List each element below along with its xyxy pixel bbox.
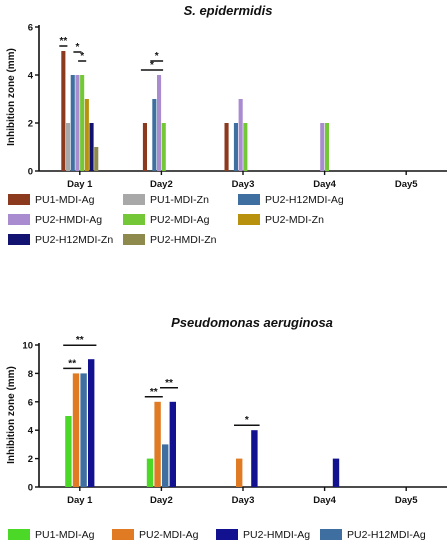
- chart-s-epidermidis: S. epidermidis Inhibition zone (mm) 0 2 4 6…: [6, 3, 447, 190]
- legend-swatch-pu1-mdi-ag: [8, 529, 30, 540]
- x-tick-label-day5: Day5: [395, 179, 418, 190]
- legend-label-pu2-h12mdi-zn: PU2-H12MDI-Zn: [35, 234, 113, 246]
- legend-label-pu2-mdi-ag: PU2-MDI-Ag: [150, 214, 210, 226]
- legend-swatch-pu1-mdi-ag: [8, 194, 30, 205]
- x-tick-label-day5: Day5: [395, 495, 418, 506]
- legend-label-pu1-mdi-zn: PU1-MDI-Zn: [150, 194, 209, 206]
- bar-pu2-hmdi-ag-day-1: [75, 75, 80, 171]
- bar-pu1-mdi-ag-day-1: [65, 416, 72, 487]
- y-axis-label: Inhibition zone (mm): [6, 48, 17, 146]
- x-tick-label-day-1: Day 1: [67, 495, 93, 506]
- y-tick-label: 2: [28, 119, 33, 130]
- bar-pu2-h12mdi-ag-day2: [152, 99, 157, 171]
- y-tick-label: 0: [28, 167, 33, 178]
- bar-pu2-mdi-ag-day2: [161, 123, 166, 171]
- x-tick-label-day3: Day3: [232, 179, 255, 190]
- y-tick-label: 2: [28, 454, 33, 465]
- bar-pu2-mdi-ag-day2: [154, 401, 161, 487]
- legend-swatch-pu1-mdi-zn: [123, 194, 145, 205]
- x-tick-label-day4: Day4: [313, 495, 336, 506]
- legend-pseudomonas-aeruginosa: PU1-MDI-Ag PU2-MDI-Ag PU2-HMDI-Ag PU2-H12MD…: [8, 529, 426, 541]
- bar-pu1-mdi-ag-day-1: [61, 51, 66, 171]
- significance-label: *: [155, 51, 159, 62]
- legend-swatch-pu2-h12mdi-ag: [238, 194, 260, 205]
- y-tick-label: 0: [28, 483, 33, 494]
- significance-label: **: [68, 358, 76, 369]
- legend-label-pu2-h12mdi-ag: PU2-H12MDI-Ag: [347, 529, 426, 541]
- legend-label-pu2-hmdi-ag: PU2-HMDI-Ag: [243, 529, 310, 541]
- y-tick-label: 10: [22, 341, 33, 352]
- bar-pu1-mdi-ag-day2: [146, 458, 154, 487]
- y-tick-label: 8: [28, 369, 33, 380]
- significance-label: *: [245, 415, 249, 426]
- bar-pu2-hmdi-ag-day4: [320, 123, 325, 171]
- bar-pu2-hmdi-ag-day2: [157, 75, 162, 171]
- bar-pu1-mdi-ag-day3: [224, 123, 229, 171]
- significance-label: *: [75, 42, 79, 53]
- y-tick-label: 6: [28, 397, 33, 408]
- legend-label-pu1-mdi-ag: PU1-MDI-Ag: [35, 529, 95, 541]
- bar-pu2-h12mdi-zn-day-1: [89, 123, 94, 171]
- legend-label-pu2-mdi-zn: PU2-MDI-Zn: [265, 214, 324, 226]
- bar-pu2-mdi-ag-day3: [236, 458, 243, 487]
- chart-pseudomonas-aeruginosa: Pseudomonas aeruginosa Inhibition zone (…: [6, 315, 447, 506]
- x-tick-label-day2: Day2: [150, 179, 173, 190]
- legend-swatch-pu2-h12mdi-zn: [8, 234, 30, 245]
- bar-pu2-mdi-ag-day-1: [80, 75, 85, 171]
- significance-label: **: [150, 387, 158, 398]
- bar-pu1-mdi-zn-day-1: [66, 123, 71, 171]
- legend-swatch-pu2-hmdi-ag: [8, 214, 30, 225]
- bar-pu2-mdi-ag-day3: [243, 123, 248, 171]
- legend-swatch-pu2-mdi-ag: [112, 529, 134, 540]
- chart-title: Pseudomonas aeruginosa: [171, 315, 333, 330]
- y-tick-label: 4: [28, 71, 34, 82]
- bar-pu2-mdi-ag-day4: [324, 123, 329, 171]
- legend-label-pu2-hmdi-zn: PU2-HMDI-Zn: [150, 234, 217, 246]
- bar-pu2-mdi-ag-day-1: [72, 373, 80, 487]
- bar-pu2-mdi-zn-day-1: [84, 99, 89, 171]
- legend-swatch-pu2-hmdi-zn: [123, 234, 145, 245]
- bar-pu2-hmdi-ag-day-1: [88, 359, 95, 487]
- bar-pu2-h12mdi-ag-day-1: [80, 373, 87, 487]
- bar-pu2-hmdi-zn-day-1: [94, 147, 99, 171]
- significance-label: **: [165, 378, 173, 389]
- legend-s-epidermidis: PU1-MDI-Ag PU1-MDI-Zn PU2-H12MDI-Ag PU2-HMD…: [8, 194, 344, 246]
- bar-pu2-h12mdi-ag-day3: [233, 123, 238, 171]
- bar-pu2-hmdi-ag-day3: [238, 99, 243, 171]
- x-tick-label-day2: Day2: [150, 495, 173, 506]
- significance-label: *: [80, 51, 84, 62]
- significance-label: *: [150, 60, 154, 71]
- significance-label: **: [59, 36, 67, 47]
- legend-label-pu2-mdi-ag: PU2-MDI-Ag: [139, 529, 199, 541]
- legend-swatch-pu2-mdi-zn: [238, 214, 260, 225]
- x-tick-label-day4: Day4: [313, 179, 336, 190]
- legend-label-pu2-hmdi-ag: PU2-HMDI-Ag: [35, 214, 102, 226]
- bar-pu2-hmdi-ag-day3: [251, 430, 258, 487]
- y-tick-label: 4: [28, 426, 34, 437]
- chart-title: S. epidermidis: [184, 3, 273, 18]
- legend-swatch-pu2-hmdi-ag: [216, 529, 238, 540]
- legend-label-pu1-mdi-ag: PU1-MDI-Ag: [35, 194, 95, 206]
- bar-pu2-hmdi-ag-day2: [169, 401, 176, 487]
- bar-pu2-h12mdi-ag-day-1: [70, 75, 75, 171]
- bar-pu2-hmdi-ag-day4: [332, 458, 340, 487]
- x-tick-label-day3: Day3: [232, 495, 255, 506]
- y-tick-label: 6: [28, 23, 33, 34]
- bar-pu2-h12mdi-ag-day2: [162, 444, 169, 487]
- legend-swatch-pu2-h12mdi-ag: [320, 529, 342, 540]
- y-axis-label: Inhibition zone (mm): [6, 366, 17, 464]
- legend-label-pu2-h12mdi-ag: PU2-H12MDI-Ag: [265, 194, 344, 206]
- bar-pu1-mdi-ag-day2: [142, 123, 147, 171]
- significance-label: **: [76, 335, 84, 346]
- legend-swatch-pu2-mdi-ag: [123, 214, 145, 225]
- x-tick-label-day-1: Day 1: [67, 179, 93, 190]
